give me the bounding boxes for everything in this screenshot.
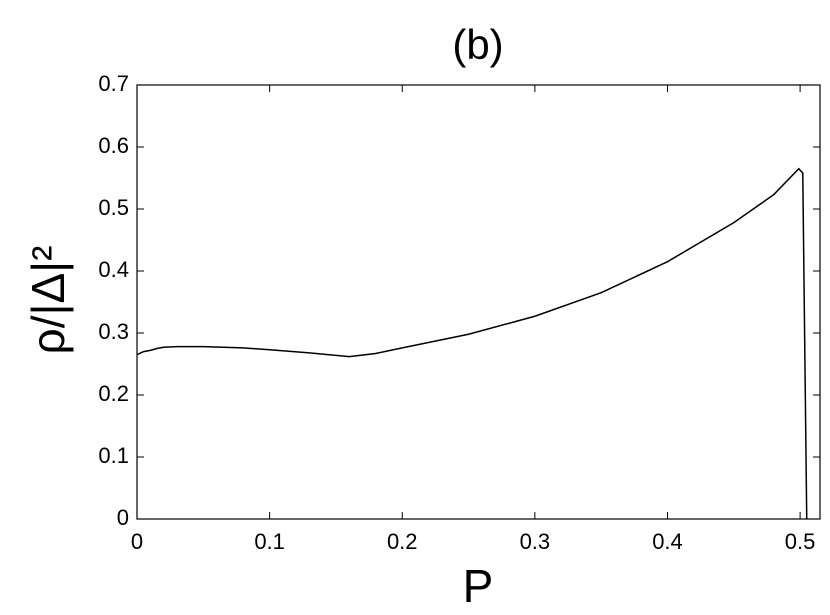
x-tick-label: 0 [131, 529, 143, 554]
data-line [136, 167, 808, 520]
y-tick-label: 0.4 [98, 257, 129, 282]
y-tick-label: 0.7 [98, 71, 129, 96]
y-axis-label: ρ/|Δ|² [22, 246, 74, 355]
chart-title: (b) [452, 21, 503, 68]
y-tick-label: 0 [117, 505, 129, 530]
y-tick-label: 0.5 [98, 195, 129, 220]
y-tick-label: 0.6 [98, 133, 129, 158]
y-tick-label: 0.3 [98, 319, 129, 344]
x-tick-label: 0.2 [387, 529, 418, 554]
y-tick-label: 0.2 [98, 381, 129, 406]
x-tick-label: 0.5 [785, 529, 816, 554]
y-tick-label: 0.1 [98, 443, 129, 468]
x-tick-label: 0.1 [254, 529, 285, 554]
plot-frame [136, 84, 821, 520]
x-axis-label: P [463, 560, 494, 612]
x-tick-label: 0.4 [652, 529, 683, 554]
x-tick-label: 0.3 [520, 529, 551, 554]
